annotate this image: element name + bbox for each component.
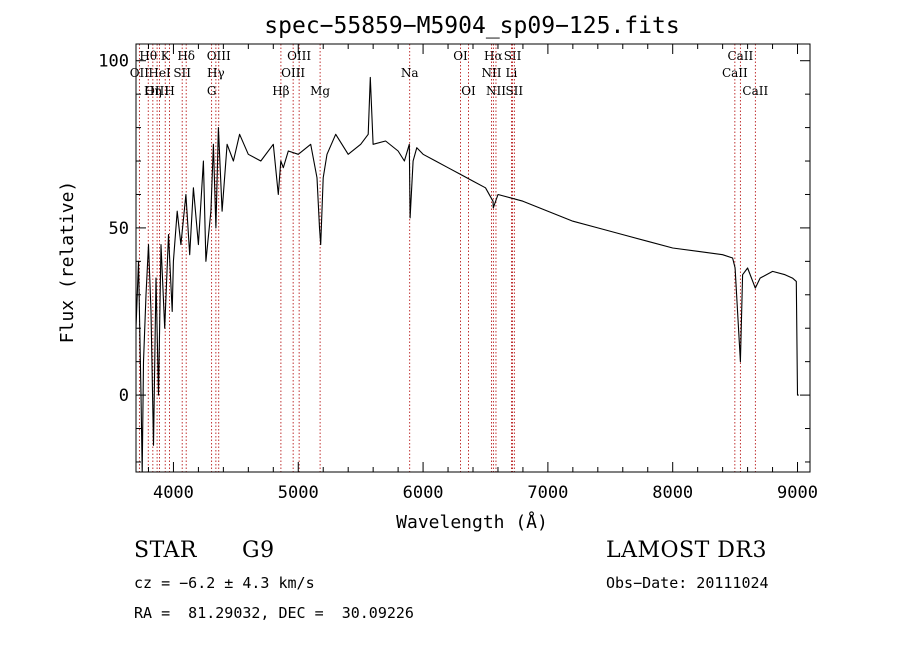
- ra-dec-coordinates: RA = 81.29032, DEC = 30.09226: [134, 604, 414, 622]
- x-tick-label: 4000: [153, 483, 194, 503]
- line-label: HeI: [148, 66, 171, 80]
- line-label: Hη: [144, 84, 162, 98]
- line-label: Hγ: [207, 66, 225, 80]
- line-label: OIII: [145, 84, 169, 98]
- x-tick-label: 8000: [652, 483, 693, 503]
- y-tick-label: 0: [119, 386, 129, 406]
- line-label: G: [207, 84, 217, 98]
- observation-date: Obs−Date: 20111024: [606, 574, 769, 592]
- line-label: Hα: [484, 49, 503, 63]
- line-label: H: [164, 84, 174, 98]
- y-tick-label: 100: [98, 52, 129, 72]
- line-label: OI: [461, 84, 476, 98]
- line-label: K: [161, 49, 171, 63]
- line-label: Mg: [310, 84, 330, 98]
- redshift-cz: cz = −6.2 ± 4.3 km/s: [134, 574, 315, 592]
- line-label: Na: [401, 66, 419, 80]
- line-label: OII: [130, 66, 150, 80]
- line-label: OIII: [287, 49, 311, 63]
- x-axis: 4000 5000 6000 7000 8000 9000: [147, 44, 818, 503]
- y-axis-label: Flux (relative): [57, 181, 78, 344]
- line-label: OIII: [281, 66, 305, 80]
- line-label: CaII: [727, 49, 753, 63]
- x-tick-label: 5000: [278, 483, 319, 503]
- line-label: SII: [504, 49, 522, 63]
- survey-name: LAMOST DR3: [606, 538, 767, 563]
- line-label: CaII: [742, 84, 768, 98]
- line-label: Li: [506, 66, 518, 80]
- line-label: OIII: [207, 49, 231, 63]
- line-label: NII: [486, 84, 506, 98]
- line-label: SII: [505, 84, 523, 98]
- x-axis-label: Wavelength (Å): [396, 511, 548, 533]
- spectrum-line: [135, 76, 799, 473]
- line-label: OI: [453, 49, 468, 63]
- y-tick-label: 50: [109, 219, 129, 239]
- object-class: STAR: [134, 538, 197, 563]
- plot-frame: [135, 43, 811, 473]
- spectrum-series: [135, 76, 799, 473]
- line-label: CaII: [722, 66, 748, 80]
- chart-title: spec−55859−M5904_sp09−125.fits: [264, 13, 679, 39]
- x-tick-label: 7000: [527, 483, 568, 503]
- line-label: SII: [173, 66, 191, 80]
- line-label: Hδ: [177, 49, 195, 63]
- x-tick-label: 6000: [403, 483, 444, 503]
- line-label: NII: [481, 66, 501, 80]
- x-tick-label: 9000: [777, 483, 818, 503]
- object-subclass: G9: [242, 538, 275, 563]
- y-axis: 0 50 100: [98, 52, 810, 463]
- line-label: Hβ: [272, 84, 289, 98]
